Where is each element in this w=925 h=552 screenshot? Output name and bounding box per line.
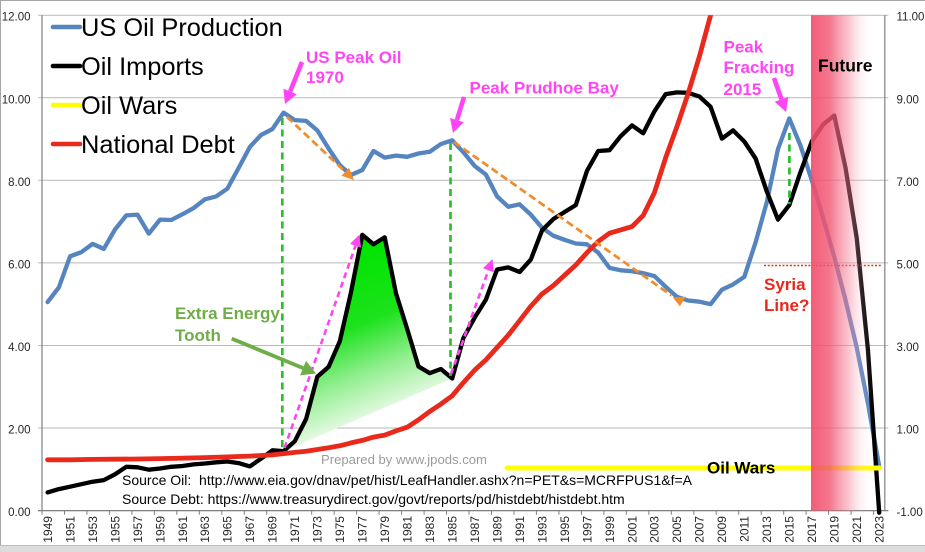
svg-text:2003: 2003 — [648, 516, 662, 543]
svg-text:1959: 1959 — [153, 516, 167, 543]
svg-text:1967: 1967 — [243, 516, 257, 543]
svg-text:2001: 2001 — [625, 516, 639, 543]
svg-text:1965: 1965 — [221, 516, 235, 543]
svg-text:Oil Wars: Oil Wars — [81, 92, 177, 120]
svg-text:6.00: 6.00 — [8, 259, 30, 271]
svg-text:Source Oil: http://www.eia.go: Source Oil: http://www.eia.gov/dnav/pet/… — [122, 472, 693, 488]
svg-text:11.00: 11.00 — [897, 12, 925, 24]
svg-text:1949: 1949 — [41, 516, 55, 543]
svg-text:1961: 1961 — [176, 516, 190, 543]
svg-text:2.00: 2.00 — [8, 425, 30, 437]
svg-text:-1.00: -1.00 — [897, 507, 923, 519]
svg-text:1975: 1975 — [333, 516, 347, 543]
svg-text:8.00: 8.00 — [8, 177, 30, 189]
svg-text:3.00: 3.00 — [897, 342, 919, 354]
svg-text:1991: 1991 — [513, 516, 527, 543]
svg-text:Tooth: Tooth — [175, 326, 221, 345]
svg-text:1989: 1989 — [490, 516, 504, 543]
svg-text:1963: 1963 — [198, 516, 212, 543]
svg-text:US Peak Oil: US Peak Oil — [306, 48, 401, 67]
svg-text:7.00: 7.00 — [897, 177, 919, 189]
svg-text:1997: 1997 — [580, 516, 594, 543]
svg-text:1987: 1987 — [468, 516, 482, 543]
svg-text:1973: 1973 — [311, 516, 325, 543]
svg-text:1977: 1977 — [356, 516, 370, 543]
svg-text:2015: 2015 — [783, 516, 797, 543]
svg-text:2019: 2019 — [828, 516, 842, 543]
svg-text:2007: 2007 — [693, 516, 707, 543]
svg-text:1995: 1995 — [558, 516, 572, 543]
svg-text:Prepared by www.jpods.com: Prepared by www.jpods.com — [321, 452, 487, 467]
svg-text:2011: 2011 — [738, 516, 752, 542]
svg-text:1999: 1999 — [603, 516, 617, 543]
svg-text:Oil Wars: Oil Wars — [707, 458, 775, 477]
svg-text:Extra Energy: Extra Energy — [175, 304, 280, 323]
svg-text:1993: 1993 — [535, 516, 549, 543]
svg-text:5.00: 5.00 — [897, 259, 919, 271]
svg-text:1983: 1983 — [423, 516, 437, 543]
svg-text:10.00: 10.00 — [2, 94, 31, 106]
svg-text:1.00: 1.00 — [897, 425, 919, 437]
svg-text:National Debt: National Debt — [81, 131, 235, 159]
svg-text:1981: 1981 — [401, 516, 415, 543]
svg-text:Oil Imports: Oil Imports — [81, 53, 204, 81]
svg-text:1970: 1970 — [306, 68, 344, 87]
svg-text:2023: 2023 — [873, 516, 887, 543]
svg-text:2013: 2013 — [760, 516, 774, 543]
svg-text:Future: Future — [818, 56, 873, 76]
svg-text:Line?: Line? — [764, 296, 809, 315]
svg-text:2017: 2017 — [805, 516, 819, 543]
svg-text:Peak Prudhoe Bay: Peak Prudhoe Bay — [470, 79, 620, 98]
svg-text:1985: 1985 — [446, 516, 460, 543]
svg-text:1971: 1971 — [288, 516, 302, 543]
svg-text:2021: 2021 — [850, 516, 864, 543]
svg-text:US Oil Production: US Oil Production — [81, 14, 283, 42]
svg-text:1957: 1957 — [131, 516, 145, 543]
svg-text:1979: 1979 — [378, 516, 392, 543]
svg-text:Fracking: Fracking — [724, 58, 795, 77]
svg-text:2009: 2009 — [715, 516, 729, 543]
svg-text:Syria: Syria — [764, 275, 806, 294]
svg-text:1953: 1953 — [86, 516, 100, 543]
svg-text:1955: 1955 — [108, 516, 122, 543]
svg-text:12.00: 12.00 — [2, 12, 31, 24]
svg-text:2015: 2015 — [724, 80, 762, 99]
svg-text:1951: 1951 — [63, 516, 77, 543]
svg-text:2005: 2005 — [670, 516, 684, 543]
svg-text:4.00: 4.00 — [8, 342, 30, 354]
svg-text:1969: 1969 — [266, 516, 280, 543]
svg-text:0.00: 0.00 — [8, 507, 30, 519]
svg-text:9.00: 9.00 — [897, 94, 919, 106]
svg-text:Peak: Peak — [724, 37, 764, 56]
svg-text:Source Debt: https://www.treas: Source Debt: https://www.treasurydirect.… — [122, 491, 625, 507]
